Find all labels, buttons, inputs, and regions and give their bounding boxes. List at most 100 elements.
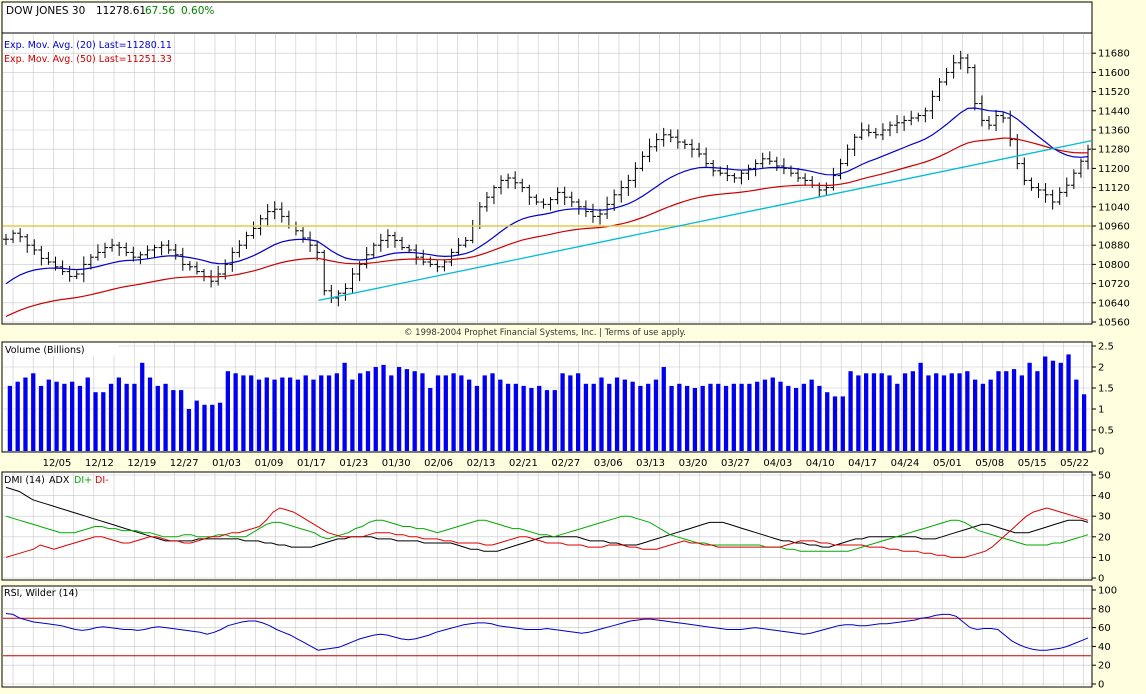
volume-bar [155, 385, 160, 451]
date-tick-label: 05/08 [975, 458, 1004, 469]
volume-bar [825, 392, 830, 451]
volume-bar [428, 388, 433, 451]
volume-bar [817, 385, 822, 451]
y-tick-label: 10 [1098, 553, 1111, 564]
volume-bar [62, 383, 67, 451]
copyright-notice[interactable]: © 1998-2004 Prophet Financial Systems, I… [404, 328, 686, 338]
volume-y-axis: 2.5 2 1.5 1 0.5 0 [1092, 342, 1114, 458]
di-plus-line [5, 515, 1089, 552]
y-tick-label: 60 [1098, 623, 1111, 634]
date-tick-label: 04/10 [806, 458, 835, 469]
date-tick-label: 12/27 [170, 458, 199, 469]
volume-bar [653, 379, 659, 451]
date-tick-label: 12/12 [85, 458, 114, 469]
volume-bar [972, 379, 978, 451]
volume-bar [902, 373, 908, 451]
dmi-grid [3, 473, 1091, 579]
volume-bar [646, 383, 651, 451]
volume-bar [272, 379, 277, 451]
volume-bar [568, 375, 573, 451]
y-tick-label: 10640 [1098, 298, 1130, 309]
volume-bar [116, 377, 122, 451]
y-tick-label: 11040 [1098, 202, 1130, 213]
date-tick-label: 01/17 [297, 458, 326, 469]
y-tick-label: 1.5 [1098, 384, 1114, 395]
volume-bar [163, 383, 168, 451]
volume-bar [583, 383, 589, 451]
volume-bar [529, 388, 534, 451]
adx-line [5, 486, 1089, 552]
volume-bars [7, 354, 1087, 451]
volume-bar [848, 371, 853, 451]
date-tick-label: 12/05 [43, 458, 72, 469]
volume-bar [319, 375, 324, 451]
volume-bar [326, 375, 332, 451]
volume-bar [77, 385, 83, 451]
date-tick-label: 01/09 [255, 458, 284, 469]
volume-bar [770, 377, 775, 451]
volume-bar [334, 373, 339, 451]
volume-bar [677, 383, 682, 451]
volume-bar [918, 362, 923, 451]
volume-bar [256, 379, 262, 451]
volume-bar [879, 373, 884, 451]
last-price: 11278.61 [96, 5, 146, 17]
volume-bar [832, 396, 838, 451]
volume-bar [747, 383, 752, 451]
volume-bar [755, 381, 760, 451]
y-tick-label: 10960 [1098, 222, 1130, 233]
volume-bar [295, 379, 301, 451]
y-tick-label: 0 [1098, 680, 1104, 690]
y-tick-label: 10720 [1098, 279, 1130, 290]
volume-bar [934, 373, 939, 451]
volume-bar [498, 379, 503, 451]
volume-bar [669, 385, 674, 451]
price-bars [3, 50, 1091, 307]
ema20-legend: Exp. Mov. Avg. (20) Last=11280.11 [4, 40, 172, 51]
volume-bar [762, 379, 768, 451]
volume-bar [1074, 379, 1079, 451]
volume-bar [1043, 356, 1048, 451]
y-tick-label: 11200 [1098, 164, 1130, 175]
volume-bar [140, 362, 145, 451]
volume-bar [630, 381, 635, 451]
volume-bar [793, 388, 799, 451]
volume-bar [552, 390, 557, 451]
volume-bar [31, 373, 36, 451]
di-plus-label: DI+ [74, 475, 92, 486]
y-tick-label: 10560 [1098, 318, 1130, 329]
volume-bar [311, 379, 316, 451]
volume-bar [241, 375, 246, 451]
volume-bar [1019, 375, 1024, 451]
rsi-y-axis: 100 80 60 40 20 0 [1092, 586, 1117, 691]
y-tick-label: 11280 [1098, 145, 1130, 156]
date-tick-label: 02/27 [551, 458, 580, 469]
y-tick-label: 20 [1098, 661, 1111, 672]
y-tick-label: 100 [1098, 586, 1117, 597]
volume-bar [575, 373, 581, 451]
rsi-title: RSI, Wilder (14) [4, 588, 78, 599]
volume-bar [840, 396, 845, 451]
volume-bar [412, 371, 417, 451]
volume-bar [965, 371, 970, 451]
volume-bar [93, 392, 98, 451]
volume-bar [910, 371, 915, 451]
price-y-axis: 11680 11600 11520 11440 11360 11280 11200 11120… [1092, 49, 1130, 329]
volume-bar [700, 385, 705, 451]
volume-bar [443, 375, 448, 451]
volume-bar [1081, 394, 1087, 451]
volume-bar [895, 383, 900, 451]
volume-bar [856, 375, 861, 451]
rsi-line [5, 613, 1089, 651]
dmi-title: DMI (14) [4, 475, 45, 486]
volume-bar [941, 375, 947, 451]
date-tick-label: 04/17 [848, 458, 877, 469]
ema50-line [5, 137, 1089, 317]
volume-bar [280, 377, 285, 451]
volume-bar [996, 371, 1001, 451]
y-tick-label: 40 [1098, 491, 1111, 502]
volume-bar [217, 402, 223, 451]
price-change-pct: 0.60% [181, 5, 214, 17]
y-tick-label: 11680 [1098, 49, 1130, 60]
y-tick-label: 11440 [1098, 106, 1130, 117]
